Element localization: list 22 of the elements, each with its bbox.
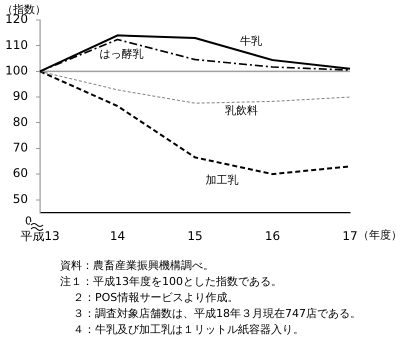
y-tick-label: 50 <box>12 192 28 206</box>
line-series <box>40 70 350 104</box>
x-tick-label: 15 <box>187 228 203 243</box>
series-label: 加工乳 <box>206 173 239 186</box>
y-tick-label: 100 <box>5 63 28 78</box>
x-tick-label: 17 <box>342 228 358 243</box>
y-tick-label: 110 <box>5 38 28 52</box>
x-tick-label: 16 <box>264 228 280 243</box>
x-tick-label: 14 <box>110 228 126 243</box>
series-label: 牛乳 <box>240 34 262 48</box>
text: ２：POS情報サービスより作成。 <box>72 290 240 306</box>
text: ４：牛乳及び加工乳は１リットル紙容器入り。 <box>72 322 305 338</box>
text: 資料：農畜産業振興機構調べ。 <box>60 258 215 274</box>
y-tick-label: 70 <box>12 140 28 155</box>
text: ３：調査対象店舗数は、平成18年３月現在747店である。 <box>72 306 361 322</box>
series-label: 乳飲料 <box>225 104 258 118</box>
series-label: はっ酵乳 <box>99 48 144 61</box>
y-tick-label: 90 <box>12 89 28 104</box>
y-tick-label: 80 <box>12 114 28 129</box>
x-axis-title: （年度） <box>358 228 400 242</box>
text: 注１：平成13年度を100とした指数である。 <box>60 274 283 290</box>
y-tick-label: 60 <box>12 166 28 180</box>
